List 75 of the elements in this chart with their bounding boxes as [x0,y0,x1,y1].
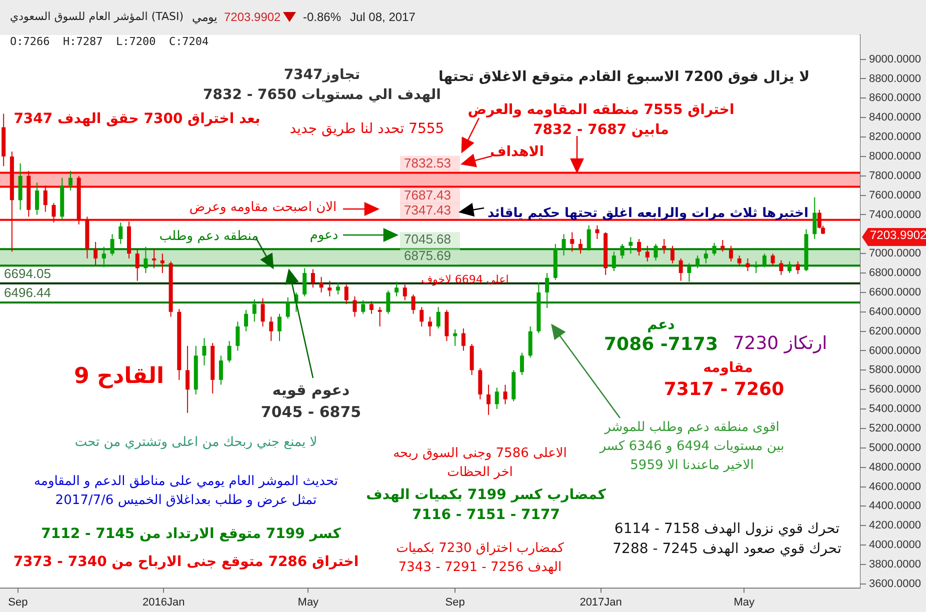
annotation: اختراق 7286 متوقع جنى الارباح من 7340 - 7373 [13,553,359,572]
x-tick-label: Sep [445,596,465,608]
annotation: تحرك قوي صعود الهدف 7245 - 7288 [612,540,842,559]
y-tick-label: 4800.0000 [869,461,921,474]
annotation: 7173- 7086 [604,333,718,357]
y-tick-label: 4200.0000 [869,520,921,532]
annotation: ارتكاز 7230 [732,332,828,356]
y-tick-label: 6200.0000 [869,325,921,338]
x-tick-label: 2017Jan [580,596,622,608]
y-tick-label: 6400.0000 [869,306,921,318]
annotation: 7260 - 7317 [664,378,784,402]
y-tick-label: 8600.0000 [869,92,921,104]
annotation: بعد اختراق 7300 حقق الهدف 7347 [14,110,260,129]
y-tick-label: 9000.0000 [869,53,921,66]
y-tick-label: 8800.0000 [869,72,921,85]
annotation: مقاومه [703,359,753,378]
y-tick-label: 3800.0000 [869,558,921,571]
text: 7203.9902 [862,228,926,246]
y-tick-label: 6600.0000 [869,286,921,298]
annotation: كمضارب كسر 7199 بكميات الهدف 7177 - 7151 - 7116 [366,486,606,525]
ref-line-label: 7687.43 [404,187,451,202]
annotation: القادح 9 [74,363,164,391]
annotation: الاهداف [490,143,544,162]
annotation: منطقه دعم وطلب [159,228,259,246]
annotation: الان اصبحت مقاومه وعرض [189,198,337,216]
y-tick-label: 8000.0000 [869,150,921,162]
annotation: دعم [647,316,675,335]
y-tick-label: 7600.0000 [869,189,921,202]
y-tick-label: 4400.0000 [869,500,921,512]
text: -0.86% [303,8,342,26]
text: Jul 08, 2017 [350,8,416,26]
annotation: لا يمنع جني ربحك من اعلى وتشتري من تحت [74,434,318,452]
y-tick-label: 8400.0000 [869,112,921,124]
y-tick-label: 5200.0000 [869,422,921,434]
y-tick-label: 5400.0000 [869,403,921,416]
annotation: اختراق 7555 منطقه المقاومه والعرض مابين 7687 - 7832 [468,101,734,140]
annotation: اختبرها ثلاث مرات والرابعه اغلق تحتها حكيم ياقائد [488,204,808,222]
annotation: تجاوز7347 الهدف الي مستويات 7650 - 7832 [203,67,441,103]
ref-line-label: 7347.43 [404,202,451,218]
chart-title: المؤشر العام للسوق السعودي (TASI) [10,10,184,23]
x-tick-label: 2016Jan [142,596,185,608]
ref-line-label: 6694.05 [4,266,51,281]
y-tick-label: 4600.0000 [869,480,921,493]
annotation: اقوى منطقه دعم وطلب للموشر بين مستويات 6494 و 6346 كسر الاخير ماعندنا الا 5959 [600,418,784,474]
annotation: دعوم [310,226,338,244]
annotation: كمضارب اختراق 7230 بكميات الهدف 7256 - 7291 - 7343 [396,540,564,576]
annotation: دعوم قويه 6875 - 7045 [260,380,362,423]
ref-line-label: 7045.68 [404,232,451,247]
text: 7203.9902 [224,8,281,26]
y-tick-label: 5800.0000 [869,364,921,376]
ref-line-label: 6496.44 [4,285,51,300]
annotation: كسر 7199 متوقع الارتداد من 7145 - 7112 [41,525,341,544]
annotation: اعلى 6694 لاخوف [421,272,509,288]
y-tick-label: 3600.0000 [869,578,921,590]
y-tick-label: 6800.0000 [869,267,921,280]
annotation: تحرك قوي نزول الهدف 7158 - 6114 [614,520,840,539]
y-tick-label: 8200.0000 [869,131,921,144]
x-tick-label: Sep [8,596,28,608]
annotation: لا يزال فوق 7200 الاسبوع القادم متوقع الاغلاق تحتها [438,68,810,87]
annotation: الاعلى 7586 وجنى السوق ربحه اخر الحظات [393,444,567,482]
y-tick-label: 5000.0000 [869,442,921,454]
annotation: O:7266 H:7287 L:7200 C:7204 [10,34,209,50]
y-tick-label: 6000.0000 [869,344,921,357]
annotation: 7555 تحدد لنا طريق جديد [290,120,444,139]
ref-line-label: 7832.53 [404,155,451,170]
y-tick-label: 4000.0000 [869,539,921,552]
y-tick-label: 7400.0000 [869,208,921,221]
annotation: تحديث الموشر العام يومي على مناطق الدعم و المقاومه تمثل عرض و طلب بعداغلاق الخميس 2017/7/6 [34,472,338,510]
x-tick-label: May [298,596,320,608]
y-tick-label: 5600.0000 [869,384,921,396]
y-tick-label: 7800.0000 [869,170,921,182]
y-tick-label: 7000.0000 [869,248,921,260]
x-tick-label: May [734,596,756,608]
text: يومي [192,8,217,26]
ref-line-label: 6875.69 [404,248,451,264]
